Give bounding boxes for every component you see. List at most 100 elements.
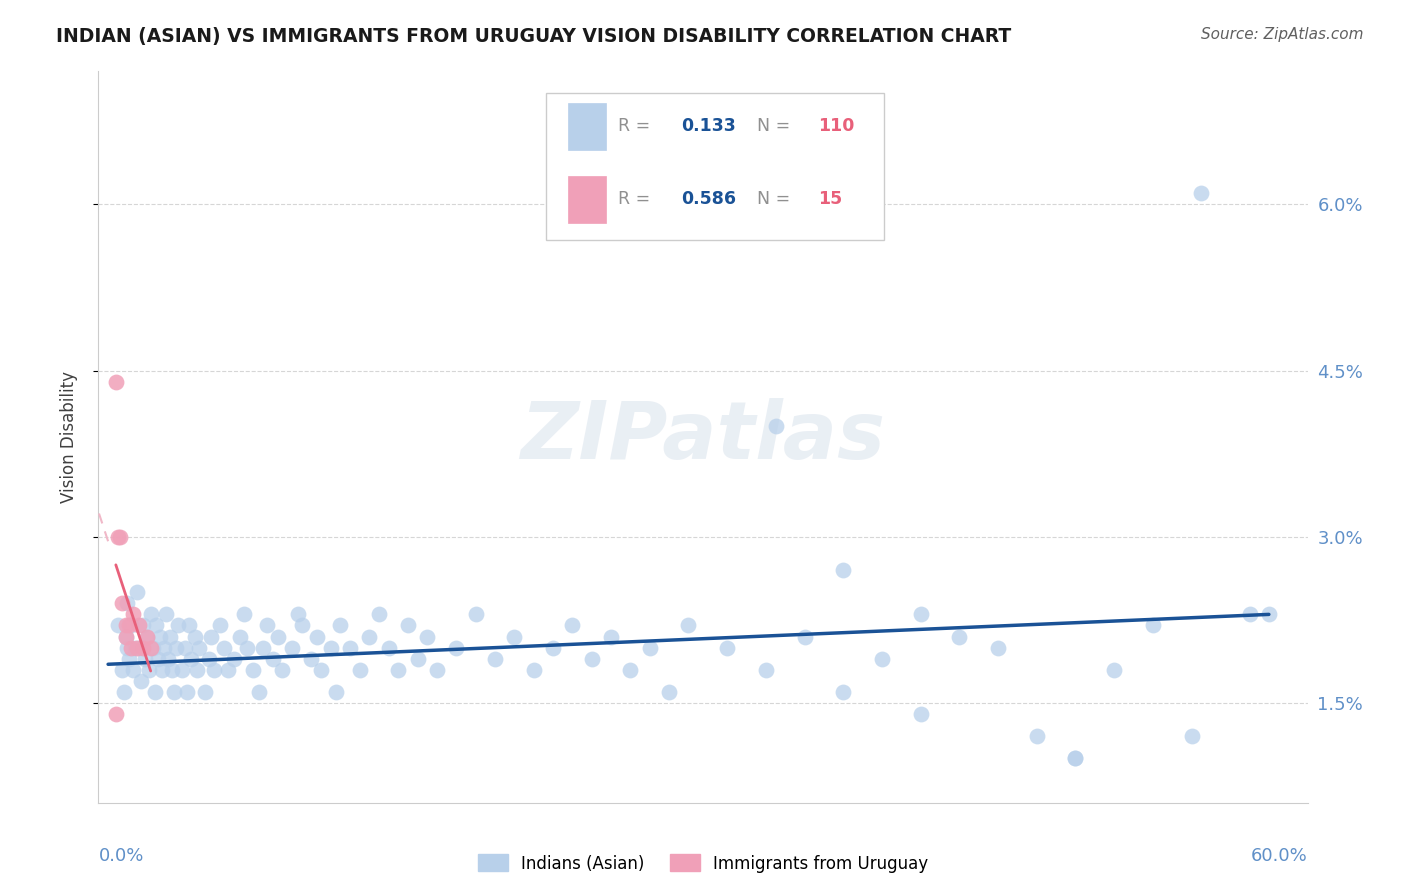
- Text: INDIAN (ASIAN) VS IMMIGRANTS FROM URUGUAY VISION DISABILITY CORRELATION CHART: INDIAN (ASIAN) VS IMMIGRANTS FROM URUGUA…: [56, 27, 1011, 45]
- Point: [406, 651, 429, 665]
- Point: [252, 640, 274, 655]
- Point: [267, 630, 290, 644]
- Point: [139, 640, 162, 655]
- Point: [217, 663, 239, 677]
- Point: [1180, 729, 1202, 743]
- Point: [1257, 607, 1279, 622]
- Point: [503, 630, 526, 644]
- Text: 0.0%: 0.0%: [98, 847, 143, 864]
- Legend: Indians (Asian), Immigrants from Uruguay: Indians (Asian), Immigrants from Uruguay: [471, 847, 935, 880]
- Point: [132, 640, 155, 655]
- Point: [1064, 751, 1087, 765]
- Text: ZIPatlas: ZIPatlas: [520, 398, 886, 476]
- Point: [209, 618, 232, 632]
- Point: [179, 618, 201, 632]
- Point: [135, 630, 157, 644]
- Point: [987, 640, 1010, 655]
- Point: [155, 607, 177, 622]
- Point: [104, 375, 127, 389]
- Point: [446, 640, 468, 655]
- Point: [108, 530, 131, 544]
- Point: [1102, 663, 1125, 677]
- Point: [256, 618, 278, 632]
- Point: [212, 640, 235, 655]
- Point: [135, 630, 157, 644]
- Point: [200, 630, 222, 644]
- Point: [309, 663, 332, 677]
- Point: [581, 651, 603, 665]
- Point: [281, 640, 304, 655]
- FancyBboxPatch shape: [546, 94, 884, 240]
- Point: [305, 630, 328, 644]
- Point: [111, 596, 134, 610]
- Text: 0.586: 0.586: [682, 190, 737, 209]
- Point: [138, 663, 160, 677]
- Point: [619, 663, 641, 677]
- Point: [242, 663, 264, 677]
- Point: [159, 630, 181, 644]
- Point: [464, 607, 486, 622]
- Point: [157, 651, 180, 665]
- FancyBboxPatch shape: [568, 176, 606, 223]
- Point: [194, 685, 217, 699]
- Point: [678, 618, 700, 632]
- Point: [222, 651, 245, 665]
- Point: [396, 618, 419, 632]
- Point: [111, 663, 134, 677]
- Point: [228, 630, 250, 644]
- Point: [117, 596, 139, 610]
- Point: [122, 663, 145, 677]
- Point: [755, 663, 778, 677]
- Point: [128, 640, 150, 655]
- Text: 60.0%: 60.0%: [1251, 847, 1308, 864]
- Text: Source: ZipAtlas.com: Source: ZipAtlas.com: [1201, 27, 1364, 42]
- Point: [132, 618, 155, 632]
- Text: 110: 110: [818, 117, 855, 136]
- Point: [484, 651, 506, 665]
- Point: [120, 618, 142, 632]
- Point: [124, 640, 146, 655]
- Point: [426, 663, 449, 677]
- Point: [104, 707, 127, 722]
- Point: [197, 651, 219, 665]
- Point: [184, 630, 207, 644]
- Point: [112, 685, 135, 699]
- Point: [204, 663, 226, 677]
- Point: [377, 640, 399, 655]
- Point: [134, 651, 156, 665]
- Point: [359, 630, 381, 644]
- Point: [163, 685, 186, 699]
- Point: [1239, 607, 1261, 622]
- Point: [127, 640, 149, 655]
- Point: [416, 630, 439, 644]
- Point: [368, 607, 391, 622]
- Point: [153, 640, 176, 655]
- Point: [122, 607, 145, 622]
- Point: [832, 563, 855, 577]
- Point: [832, 685, 855, 699]
- Point: [1025, 729, 1047, 743]
- Point: [148, 651, 170, 665]
- Point: [180, 651, 202, 665]
- Text: 0.133: 0.133: [682, 117, 735, 136]
- Point: [247, 685, 270, 699]
- Point: [910, 707, 932, 722]
- Point: [166, 618, 188, 632]
- Point: [118, 618, 141, 632]
- Point: [120, 640, 142, 655]
- Point: [290, 618, 312, 632]
- Text: 15: 15: [818, 190, 842, 209]
- Point: [1189, 186, 1212, 201]
- Point: [765, 419, 787, 434]
- Point: [387, 663, 409, 677]
- Point: [186, 663, 208, 677]
- Point: [145, 618, 167, 632]
- Point: [1064, 751, 1087, 765]
- Point: [910, 607, 932, 622]
- Point: [793, 630, 815, 644]
- Text: N =: N =: [758, 117, 796, 136]
- Text: R =: R =: [619, 117, 657, 136]
- Point: [174, 640, 197, 655]
- Point: [299, 651, 322, 665]
- Point: [1142, 618, 1164, 632]
